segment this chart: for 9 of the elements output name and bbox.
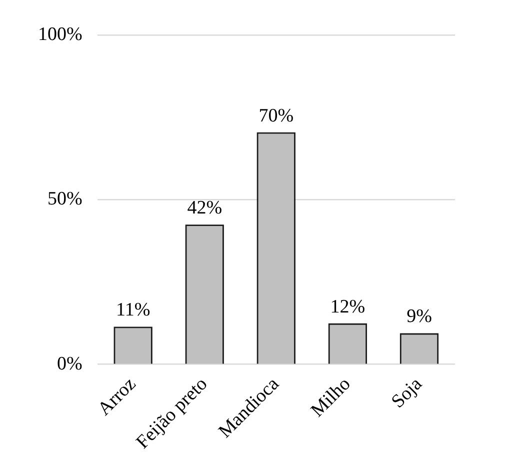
data-label: 12% (330, 296, 366, 318)
y-tick-label: 50% (48, 188, 82, 210)
y-tick-label: 100% (38, 24, 82, 45)
x-tick-label: Soja (388, 373, 427, 412)
y-tick-label: 0% (57, 353, 82, 374)
data-label: 11% (116, 300, 150, 321)
data-label: 70% (258, 105, 294, 126)
data-label: 9% (406, 306, 432, 328)
data-label: 42% (187, 198, 222, 218)
